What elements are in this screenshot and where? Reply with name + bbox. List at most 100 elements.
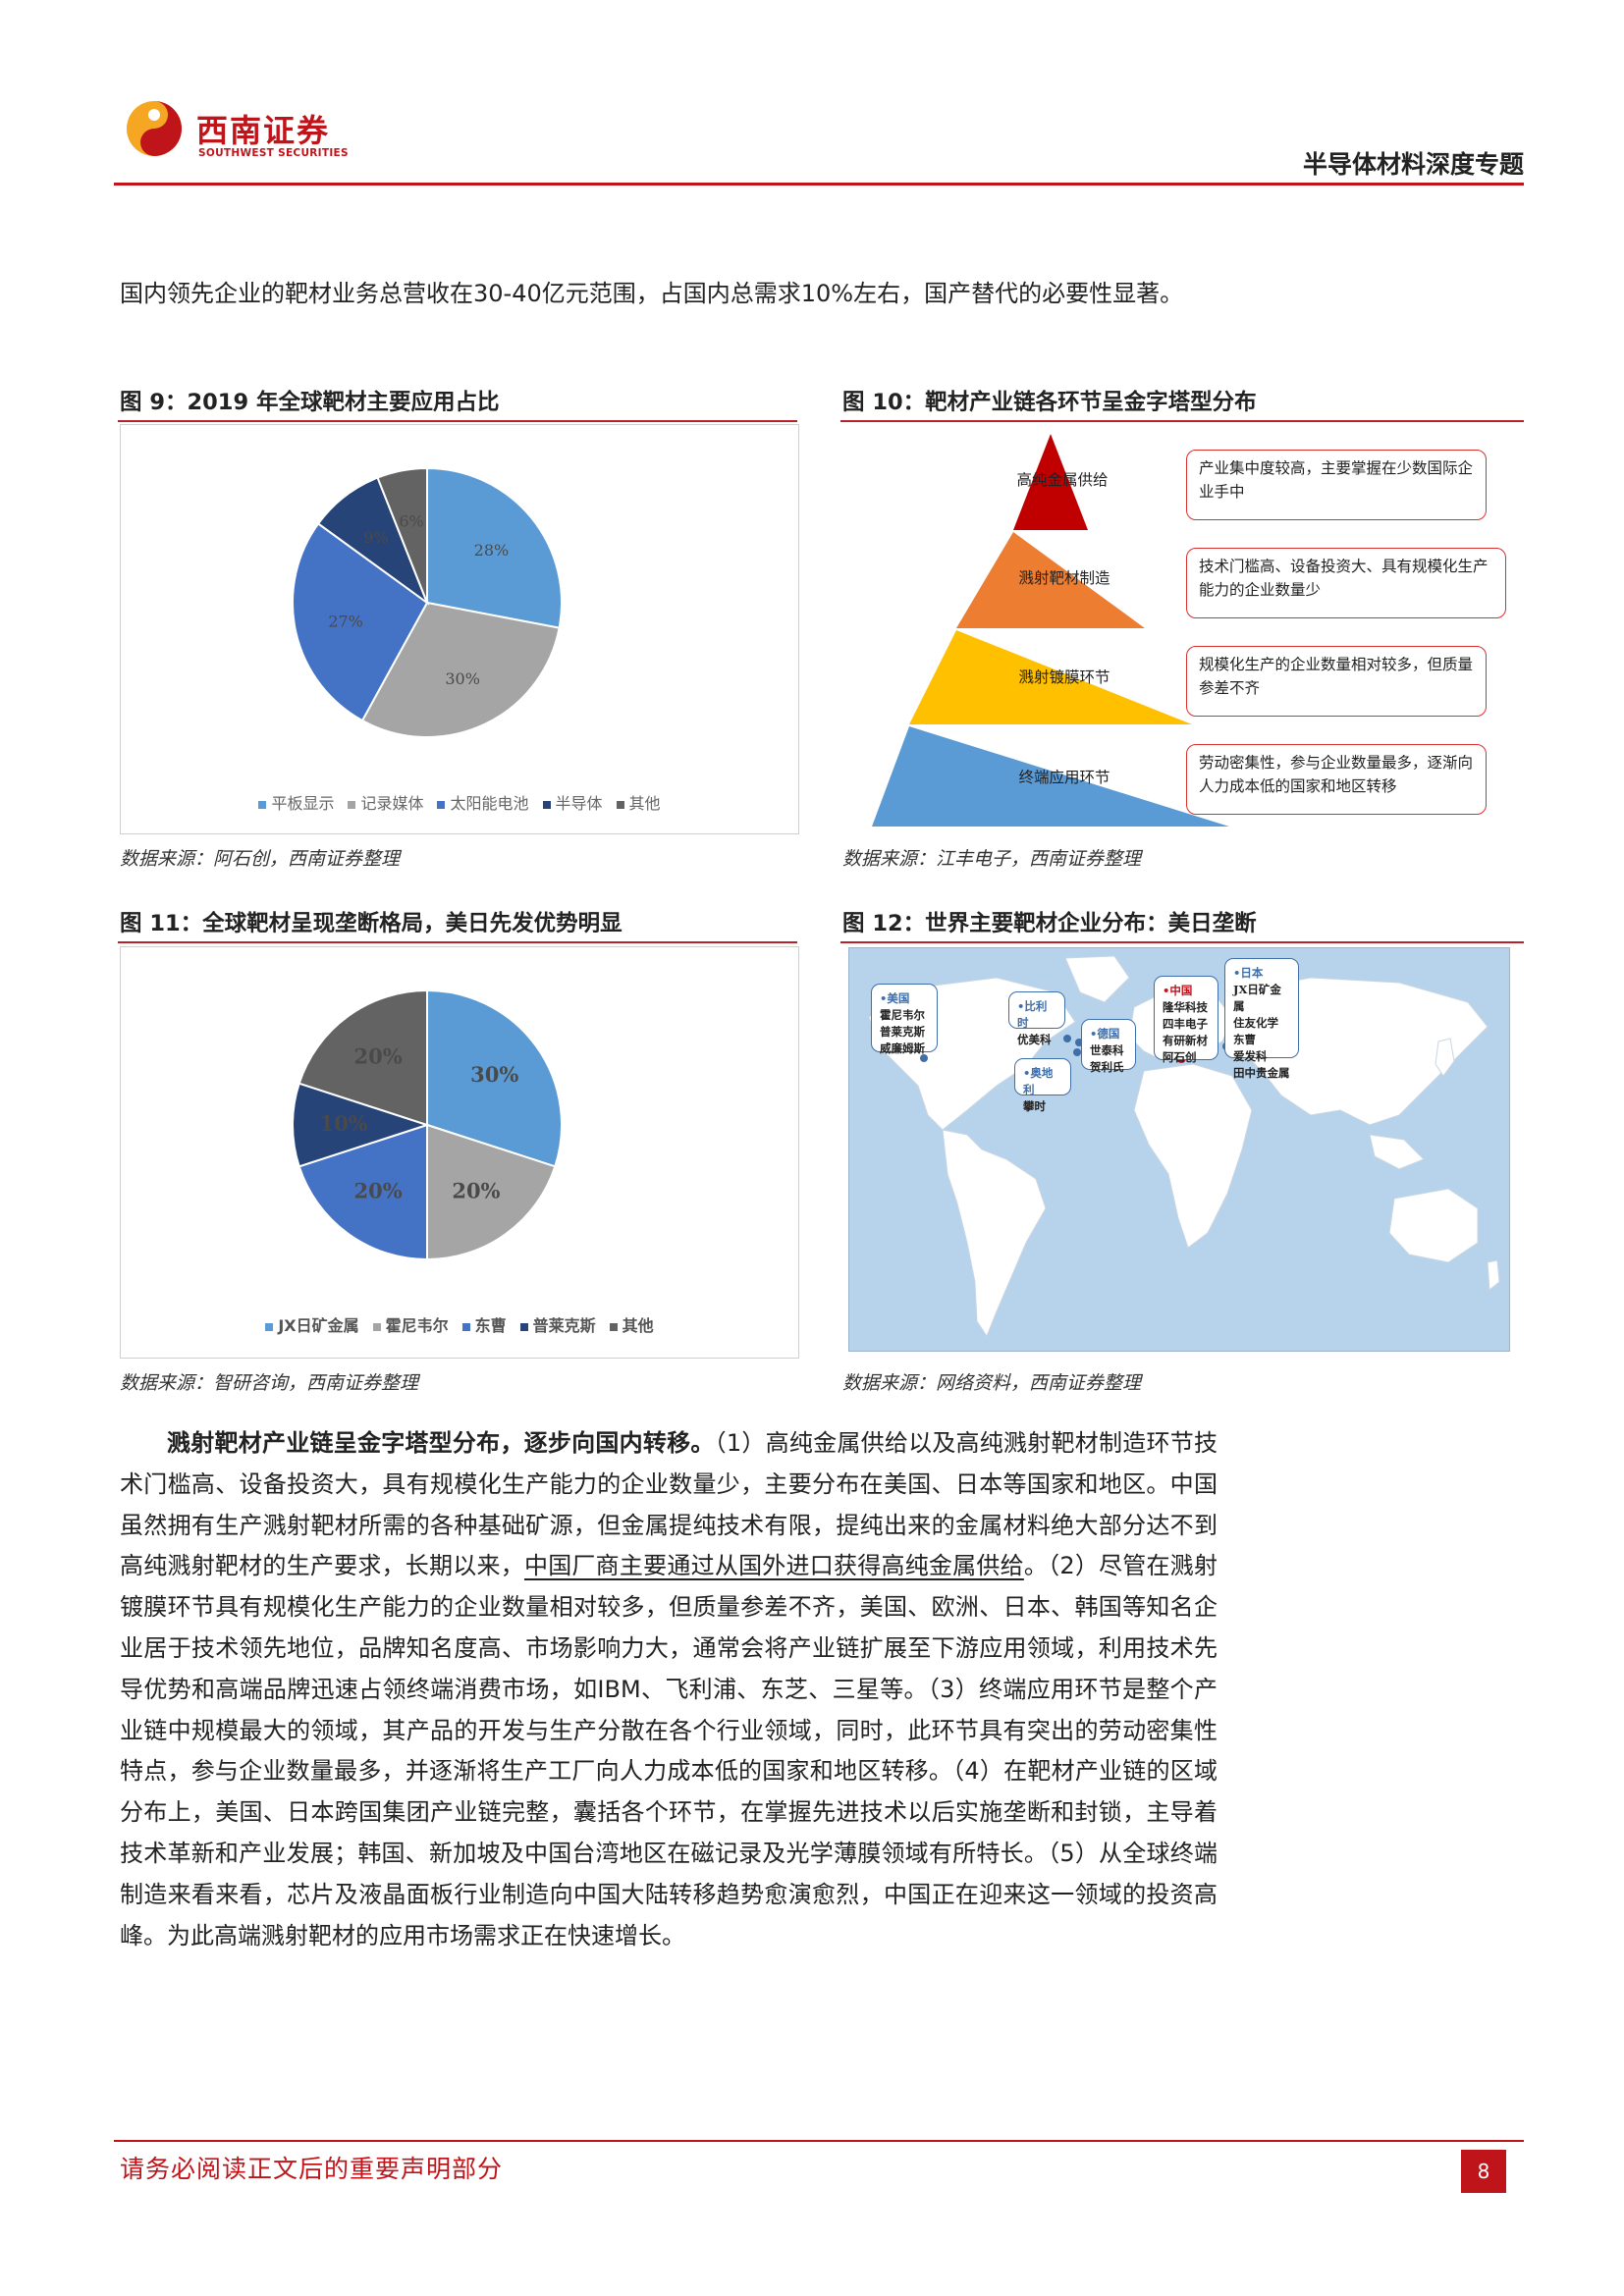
pyramid-level-3 [909, 630, 1192, 724]
pie-chart-11: 30% 20% 20% 10% 20% [292, 988, 563, 1261]
figure-10-title: 图 10：靶材产业链各环节呈金字塔型分布 [842, 390, 1257, 415]
legend-swatch [372, 1322, 381, 1331]
legend-label: 霍尼韦尔 [385, 1316, 449, 1335]
logo-icon [127, 101, 182, 156]
figure-12-rule [840, 941, 1524, 943]
legend-label: 太阳能电池 [450, 794, 529, 813]
callout-china-line: 阿石创 [1163, 1050, 1197, 1064]
figure-11-source: 数据来源：智研咨询，西南证券整理 [120, 1372, 419, 1394]
legend-label: 记录媒体 [360, 794, 424, 813]
figure-9-chart: 28% 30% 27% 9% 6% 平板显示 记录媒体 太阳能电池 半导体 其他 [120, 424, 799, 834]
footer-divider [114, 2140, 1524, 2142]
callout-usa: •美国 霍尼韦尔 普莱克斯 威廉姆斯 [871, 984, 938, 1055]
logo-subtext: SOUTHWEST SECURITIES [198, 147, 349, 159]
callout-japan-line: 东曹 [1233, 1033, 1256, 1046]
pyramid-label-2: 溅射靶材制造 [1018, 569, 1110, 587]
legend-item: 平板显示 [258, 790, 334, 814]
legend-item: 其他 [616, 790, 661, 814]
callout-germany: •德国 世泰科 贺利氏 [1081, 1019, 1136, 1074]
main-lead: 溅射靶材产业链呈金字塔型分布，逐步向国内转移。 [167, 1429, 715, 1457]
legend-label: JX日矿金属 [278, 1316, 359, 1335]
callout-austria-line: 攀时 [1023, 1099, 1046, 1113]
main-text-1: （1）高纯金属供给以及高纯溅射靶材制造环节技术门槛高、设备投资大，具有规模化生产… [120, 1429, 1218, 1580]
logo-text: 西南证券 [196, 112, 331, 149]
callout-usa-line: 普莱克斯 [880, 1025, 925, 1039]
figure-10-rule [840, 420, 1524, 422]
callout-germany-line: 贺利氏 [1090, 1060, 1124, 1074]
pie-label-5: 20% [353, 1043, 402, 1068]
pie-slice-1 [426, 466, 563, 629]
callout-germany-title: •德国 [1090, 1027, 1120, 1041]
figure-9-legend: 平板显示 记录媒体 太阳能电池 半导体 其他 [121, 790, 798, 814]
pyramid-desc-2: 技术门槛高、设备投资大、具有规模化生产能力的企业数量少 [1186, 548, 1506, 618]
greenland-shape [1064, 955, 1130, 1003]
callout-germany-line: 世泰科 [1090, 1043, 1124, 1057]
pie-slice-3 [292, 522, 429, 722]
pyramid-level-1 [1013, 434, 1088, 530]
legend-swatch [461, 1322, 470, 1331]
pie-slice-1 [426, 988, 563, 1168]
callout-usa-line: 霍尼韦尔 [880, 1008, 925, 1022]
pie-slice-3 [298, 1123, 428, 1261]
legend-label: 东曹 [474, 1316, 507, 1335]
legend-item: 其他 [609, 1312, 654, 1336]
callout-japan-line: 爱发科 [1233, 1049, 1268, 1063]
callout-japan-title: •日本 [1233, 966, 1264, 980]
legend-swatch [258, 800, 267, 809]
figure-9-title: 图 9：2019 年全球靶材主要应用占比 [120, 390, 500, 415]
pin-austria-icon [1073, 1048, 1081, 1056]
figure-11-chart: 30% 20% 20% 10% 20% JX日矿金属 霍尼韦尔 东曹 普莱克斯 其他 [120, 946, 799, 1359]
pin-usa-icon [920, 1054, 928, 1062]
figure-12-title: 图 12：世界主要靶材企业分布：美日垄断 [842, 911, 1257, 936]
callout-japan: •日本 JX日矿金属 住友化学 东曹 爱发科 田中贵金属 [1224, 958, 1299, 1080]
callout-belgium-title: •比利时 [1017, 999, 1048, 1030]
pin-belgium-icon [1063, 1035, 1071, 1042]
figure-11-legend: JX日矿金属 霍尼韦尔 东曹 普莱克斯 其他 [121, 1312, 798, 1336]
south-america-shape [942, 1129, 1047, 1338]
callout-austria-title: •奥地利 [1023, 1066, 1054, 1096]
figure-10-source: 数据来源：江丰电子，西南证券整理 [842, 848, 1142, 870]
africa-shape [1133, 1063, 1253, 1249]
figure-9-rule [118, 420, 797, 422]
figure-12-source: 数据来源：网络资料，西南证券整理 [842, 1372, 1142, 1394]
figure-12-map: •美国 霍尼韦尔 普莱克斯 威廉姆斯 •比利时 优美科 •德国 世泰科 贺利氏 … [848, 947, 1510, 1352]
pie-chart-9: 28% 30% 27% 9% 6% [292, 466, 563, 738]
page-number: 8 [1461, 2150, 1506, 2193]
legend-item: 东曹 [461, 1312, 507, 1336]
pyramid-diagram: 高纯金属供给 溅射靶材制造 溅射镀膜环节 终端应用环节 [872, 434, 1229, 827]
callout-belgium-line: 优美科 [1017, 1033, 1052, 1046]
legend-swatch [616, 800, 624, 809]
intro-paragraph: 国内领先企业的靶材业务总营收在30-40亿元范围，占国内总需求10%左右，国产替… [120, 280, 1184, 307]
pie-slice-5 [298, 988, 428, 1127]
pyramid-label-1: 高纯金属供给 [1016, 471, 1108, 489]
australia-shape [1388, 1188, 1479, 1263]
pyramid-desc-3: 规模化生产的企业数量相对较多，但质量参差不齐 [1186, 646, 1487, 717]
legend-item: 普莱克斯 [519, 1312, 596, 1336]
pie-label-3: 20% [353, 1179, 402, 1203]
callout-china: •中国 隆华科技 四丰电子 有研新材 阿石创 [1154, 976, 1218, 1064]
header-divider [114, 183, 1524, 186]
figure-10-pyramid: 高纯金属供给 溅射靶材制造 溅射镀膜环节 终端应用环节 产业集中度较高，主要掌握… [842, 424, 1524, 828]
pie-slice-2 [426, 1123, 557, 1261]
se-asia-shape [1369, 1134, 1425, 1170]
legend-item: JX日矿金属 [265, 1312, 359, 1336]
japan-shape [1435, 1038, 1455, 1077]
pyramid-desc-1: 产业集中度较高，主要掌握在少数国际企业手中 [1186, 450, 1487, 520]
callout-china-line: 有研新材 [1163, 1034, 1208, 1047]
legend-item: 半导体 [542, 790, 603, 814]
legend-swatch [348, 800, 356, 809]
callout-china-title: •中国 [1163, 984, 1193, 997]
pie-slice-4 [292, 1082, 431, 1168]
pie-label-2: 20% [452, 1179, 500, 1203]
pyramid-desc-4: 劳动密集性，参与企业数量最多，逐渐向人力成本低的国家和地区转移 [1186, 744, 1487, 815]
callout-japan-line: JX日矿金属 [1233, 983, 1281, 1013]
legend-label: 半导体 [555, 794, 603, 813]
legend-label: 其他 [628, 794, 661, 813]
header-title: 半导体材料深度专题 [1302, 150, 1524, 179]
pie-label-1: 30% [470, 1062, 518, 1087]
pie-label-3: 27% [328, 613, 363, 631]
pie-slice-2 [360, 601, 561, 738]
callout-usa-line: 威廉姆斯 [880, 1041, 925, 1055]
pie-label-4: 10% [319, 1111, 367, 1136]
pie-slice-5 [376, 466, 428, 604]
